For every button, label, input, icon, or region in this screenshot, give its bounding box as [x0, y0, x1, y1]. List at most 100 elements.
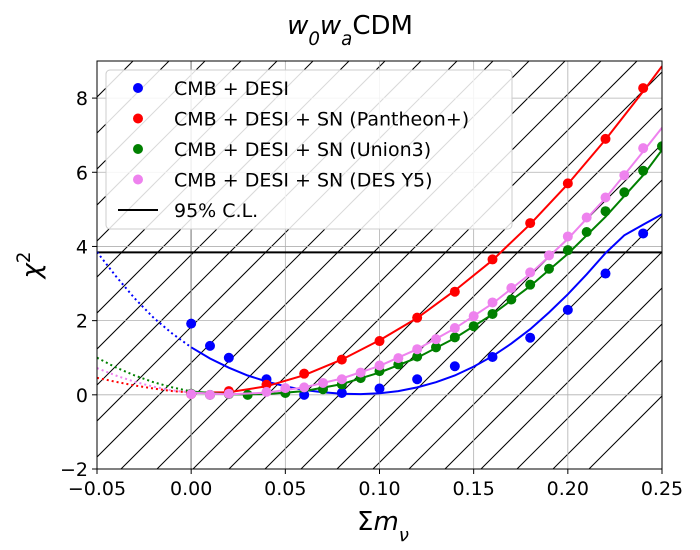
x-tick-label: 0.25	[641, 478, 683, 500]
hatch-line	[228, 61, 638, 469]
hatch-line	[300, 107, 662, 469]
series-0-point	[299, 389, 310, 400]
series-0-point	[412, 374, 423, 385]
series-0-point	[374, 383, 385, 394]
hatch-line	[192, 61, 602, 469]
x-tick-label: 0.20	[547, 478, 589, 500]
legend-marker	[133, 144, 143, 154]
series-3-point	[186, 389, 197, 400]
series-2-point	[431, 342, 441, 353]
x-tick-label: 0.15	[453, 478, 495, 500]
series-1-point	[374, 336, 385, 347]
series-1-point	[336, 354, 347, 365]
series-3-extrapolated-curve	[97, 367, 192, 394]
x-tick-label: 0.00	[170, 478, 212, 500]
series-1-point	[299, 368, 310, 379]
x-tick-label: 0.05	[264, 478, 306, 500]
series-3-point	[506, 282, 517, 293]
series-0-point	[562, 304, 573, 315]
legend-label: CMB + DESI + SN (Union3)	[174, 139, 431, 161]
legend: CMB + DESI CMB + DESI + SN (Pantheon+) CMB…	[105, 69, 513, 230]
series-2-point	[600, 206, 611, 217]
series-2-point	[412, 351, 423, 362]
series-3-point	[487, 297, 498, 308]
series-2-point	[562, 245, 573, 256]
series-3-point	[205, 389, 215, 400]
series-0-point	[186, 318, 197, 329]
hatch-line	[588, 395, 662, 469]
y-tick-label: 8	[76, 88, 88, 110]
series-2-point	[487, 308, 498, 319]
series-2-point	[544, 263, 554, 274]
series-0-point	[600, 268, 611, 279]
series-3-point	[525, 267, 536, 278]
series-2-extrapolated-curve	[97, 356, 192, 393]
hatch-line	[264, 71, 662, 469]
legend-marker	[133, 113, 143, 124]
hatch-line	[516, 323, 662, 469]
legend-marker	[133, 174, 143, 185]
series-0-point	[525, 332, 536, 343]
legend-label: CMB + DESI + SN (DES Y5)	[174, 170, 433, 192]
series-1-point	[449, 286, 460, 297]
hatch-line	[372, 179, 662, 469]
series-2-point	[449, 332, 460, 343]
y-tick-label: 0	[76, 385, 88, 407]
legend-label: 95% C.L.	[174, 200, 258, 222]
series-1-extrapolated-curve	[97, 376, 192, 394]
series-0-point	[487, 351, 498, 362]
series-3-point	[638, 143, 649, 154]
series-3-point	[261, 386, 272, 397]
series-3-point	[355, 367, 366, 378]
series-3-point	[393, 353, 404, 364]
hatch-line	[444, 251, 662, 469]
series-1-point	[412, 312, 423, 323]
plot-data	[97, 61, 662, 469]
series-3-point	[318, 377, 328, 388]
hatch-line	[97, 61, 170, 134]
series-2-point	[468, 321, 479, 332]
series-0-fit-curve	[190, 213, 662, 396]
hatch-line	[480, 287, 662, 469]
series-0-extrapolated-curve	[97, 251, 192, 349]
y-tick-label: 6	[76, 162, 88, 184]
series-1-point	[600, 133, 611, 144]
series-0-point	[449, 361, 460, 372]
series-3-point	[600, 192, 611, 203]
y-tick-label: −2	[60, 459, 88, 481]
series-1-point	[562, 178, 573, 189]
series-0-point	[336, 387, 347, 398]
legend-box	[105, 69, 513, 230]
legend-label: CMB + DESI	[174, 78, 289, 100]
series-3-point	[544, 250, 554, 261]
y-tick-label: 2	[76, 311, 88, 333]
series-3-point	[374, 360, 385, 371]
hatch-line	[552, 359, 662, 469]
series-2-point	[581, 226, 592, 237]
series-1-point	[525, 218, 536, 229]
series-3-point	[468, 311, 479, 322]
x-tick-label: −0.05	[68, 478, 126, 500]
series-3-point	[280, 383, 291, 394]
plot-area: −0.05 0.00 0.05 0.10 0.15 0.20 0.25 −2 0 2 4 6 8	[60, 60, 683, 500]
hatch-line	[408, 215, 662, 469]
series-2-point	[657, 141, 662, 152]
legend-marker	[133, 83, 143, 93]
series-3-point	[449, 323, 460, 334]
series-2-point	[242, 389, 253, 400]
series-2-point	[506, 294, 517, 305]
series-0-point	[638, 228, 649, 239]
series-2-point	[619, 187, 630, 198]
series-0-point	[223, 352, 234, 363]
y-tick-label: 4	[76, 236, 88, 258]
series-0-point	[205, 340, 215, 351]
x-tick-label: 0.10	[358, 478, 400, 500]
series-3-point	[581, 212, 592, 223]
series-1-point	[638, 83, 649, 94]
series-3-point	[562, 231, 573, 242]
y-axis-label: χ2	[14, 252, 48, 281]
series-2-point	[525, 279, 536, 290]
hatch-line	[97, 61, 98, 62]
series-3-point	[223, 388, 234, 399]
